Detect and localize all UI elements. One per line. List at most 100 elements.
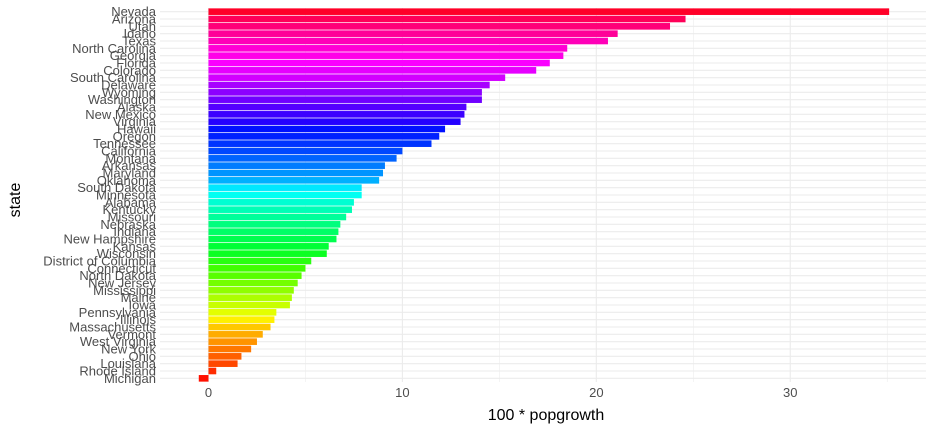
y-tick-label: Washington xyxy=(88,92,156,107)
y-tick-label: Delaware xyxy=(101,78,156,93)
bar-missouri xyxy=(208,213,347,221)
y-tick-label: Kentucky xyxy=(103,202,157,217)
y-tick-label: Colorado xyxy=(103,63,156,78)
y-tick-label: Kansas xyxy=(113,239,157,254)
bar-connecticut xyxy=(208,265,306,272)
y-tick-label: Indiana xyxy=(113,224,156,239)
y-tick-label: Oklahoma xyxy=(97,173,157,188)
x-axis-title: 100 * popgrowth xyxy=(488,407,605,424)
y-tick-label: West Virginia xyxy=(80,334,157,349)
bar-north-carolina xyxy=(208,45,568,52)
bar-alaska xyxy=(208,103,467,111)
bar-maryland xyxy=(208,169,384,177)
y-tick-label: Pennsylvania xyxy=(79,305,157,320)
bar-new-jersey xyxy=(208,279,298,287)
bar-georgia xyxy=(208,52,564,59)
y-tick-label: New Hampshire xyxy=(64,232,156,247)
y-axis-title: state xyxy=(7,183,24,218)
bar-layer xyxy=(198,8,890,382)
y-tick-label: North Dakota xyxy=(79,268,156,283)
bar-nebraska xyxy=(208,221,341,228)
y-tick-label: Rhode Island xyxy=(79,364,156,379)
bar-south-carolina xyxy=(208,74,506,81)
bar-rhode-island xyxy=(208,367,217,375)
y-tick-label: New York xyxy=(101,342,156,357)
y-tick-label: Arizona xyxy=(112,12,157,27)
y-tick-label: Arkansas xyxy=(102,158,157,173)
bar-district-of-columbia xyxy=(208,257,312,265)
y-tick-label: South Carolina xyxy=(70,70,157,85)
y-tick-label: Missouri xyxy=(108,210,157,225)
bar-ohio xyxy=(208,353,242,360)
bar-delaware xyxy=(208,81,490,89)
bar-montana xyxy=(208,155,397,162)
y-tick-label: Tennessee xyxy=(93,136,156,151)
bar-vermont xyxy=(208,331,263,338)
y-tick-label: Montana xyxy=(105,151,156,166)
bar-pennsylvania xyxy=(208,309,277,316)
y-tick-label: Virginia xyxy=(113,114,157,129)
bar-idaho xyxy=(208,30,618,37)
y-tick-label: Georgia xyxy=(110,48,157,63)
bar-wisconsin xyxy=(208,250,327,257)
bar-virginia xyxy=(208,118,461,125)
bar-alabama xyxy=(208,199,354,206)
y-tick-label: Ohio xyxy=(129,349,156,364)
x-tick-label: 10 xyxy=(395,385,409,400)
y-tick-label: Iowa xyxy=(129,298,157,313)
bar-mississippi xyxy=(208,287,294,294)
y-tick-label: Alaska xyxy=(117,100,157,115)
bar-west-virginia xyxy=(208,338,257,345)
y-tick-label: Illinois xyxy=(120,312,157,327)
bar-new-york xyxy=(208,345,252,353)
y-tick-label: Wisconsin xyxy=(97,246,156,261)
y-tick-label: New Jersey xyxy=(88,276,156,291)
bar-north-dakota xyxy=(208,272,302,279)
bar-utah xyxy=(208,23,671,30)
bar-texas xyxy=(208,37,608,45)
x-tick-label: 30 xyxy=(783,385,797,400)
y-tick-label: South Dakota xyxy=(77,180,157,195)
y-tick-label: Utah xyxy=(129,19,156,34)
y-tick-label: Florida xyxy=(116,56,157,71)
bar-oregon xyxy=(208,133,440,140)
bar-new-mexico xyxy=(208,111,465,118)
bar-iowa xyxy=(208,301,290,309)
bar-oklahoma xyxy=(208,177,380,184)
y-tick-label: Idaho xyxy=(123,26,156,41)
y-tick-label: Wyoming xyxy=(102,85,156,100)
y-tick-label: District of Columbia xyxy=(43,254,156,269)
bar-michigan xyxy=(198,375,209,382)
y-tick-label: Nebraska xyxy=(100,217,156,232)
y-tick-label: Alabama xyxy=(105,195,157,210)
bar-illinois xyxy=(208,316,275,323)
bar-hawaii xyxy=(208,125,446,133)
bar-nevada xyxy=(208,8,890,15)
y-tick-label: New Mexico xyxy=(85,107,156,122)
y-tick-label: Mississippi xyxy=(93,283,156,298)
bar-minnesota xyxy=(208,191,362,199)
bar-california xyxy=(208,147,403,155)
x-tick-label: 20 xyxy=(589,385,603,400)
y-tick-label: Louisiana xyxy=(100,356,156,371)
x-tick-labels: 0 10 20 30 xyxy=(205,385,798,400)
bar-louisiana xyxy=(208,360,238,367)
bar-kentucky xyxy=(208,206,352,213)
y-tick-label: Texas xyxy=(122,34,156,49)
bar-kansas xyxy=(208,243,329,250)
bar-tennessee xyxy=(208,140,432,147)
bar-colorado xyxy=(208,67,537,74)
bar-massachusetts xyxy=(208,323,271,331)
x-tick-label: 0 xyxy=(205,385,212,400)
y-tick-label: Maine xyxy=(121,290,156,305)
y-tick-label: California xyxy=(101,144,157,159)
bar-arkansas xyxy=(208,162,385,169)
y-tick-label: Nevada xyxy=(111,4,157,19)
bar-arizona xyxy=(208,15,686,23)
y-tick-label: North Carolina xyxy=(72,41,157,56)
y-tick-label: Massachusetts xyxy=(69,320,156,335)
y-tick-label: Connecticut xyxy=(87,261,156,276)
bar-washington xyxy=(208,96,482,103)
